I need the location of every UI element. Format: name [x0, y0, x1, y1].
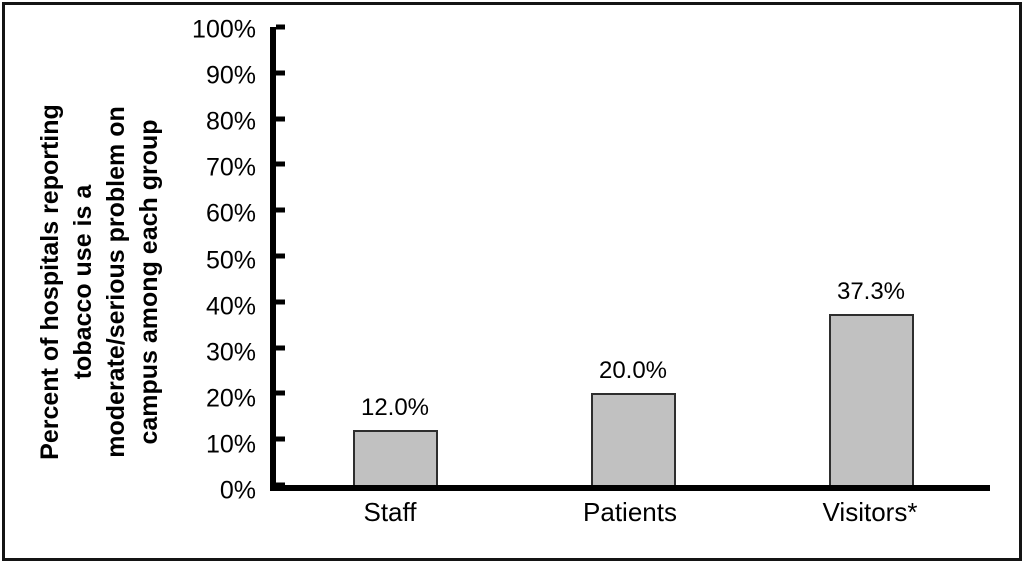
- plot-area: 12.0% 20.0% 37.3%: [270, 24, 990, 491]
- bar-slot: 37.3%: [752, 27, 990, 485]
- y-tick-mark: [276, 482, 285, 488]
- bars-row: 12.0% 20.0% 37.3%: [276, 27, 990, 485]
- bar: [828, 314, 914, 485]
- x-category-label: Staff: [363, 497, 417, 527]
- y-tick-label: 20%: [205, 384, 256, 413]
- y-tick-label: 40%: [205, 292, 256, 321]
- y-tick-mark: [276, 207, 285, 213]
- y-tick-label: 0%: [219, 476, 256, 505]
- bar: [590, 393, 676, 485]
- y-tick-mark: [276, 436, 285, 442]
- y-tick-label: 90%: [205, 61, 256, 90]
- y-tick-mark: [276, 24, 285, 30]
- bar-slot: 12.0%: [276, 27, 514, 485]
- y-tick-mark: [276, 390, 285, 396]
- y-tick-mark: [276, 116, 285, 122]
- y-tick-mark: [276, 299, 285, 305]
- y-tick-label: 10%: [205, 430, 256, 459]
- x-category-label: Patients: [583, 497, 677, 527]
- y-tick-label: 70%: [205, 153, 256, 182]
- y-tick-mark: [276, 70, 285, 76]
- bar-value-label: 12.0%: [360, 394, 430, 422]
- y-tick-mark: [276, 345, 285, 351]
- y-tick-mark: [276, 161, 285, 167]
- bar-value-label: 37.3%: [836, 278, 906, 306]
- bar-value-label: 20.0%: [598, 357, 668, 385]
- y-tick-label: 30%: [205, 338, 256, 367]
- bar: [352, 430, 438, 485]
- y-tick-label: 100%: [192, 15, 256, 44]
- x-category-label: Visitors*: [822, 497, 918, 527]
- y-tick-label: 60%: [205, 199, 256, 228]
- y-axis-tick-labels: 100% 90% 80% 70% 60% 50% 40% 30% 20% 10% 0%: [150, 17, 256, 503]
- y-tick-label: 50%: [205, 246, 256, 274]
- x-axis-category-labels: Staff Patients Visitors*: [270, 497, 990, 527]
- bar-slot: 20.0%: [514, 27, 752, 485]
- y-tick-mark: [276, 253, 285, 259]
- y-axis-title: Percent of hospitals reporting tobacco u…: [36, 103, 163, 460]
- y-tick-label: 80%: [205, 107, 256, 136]
